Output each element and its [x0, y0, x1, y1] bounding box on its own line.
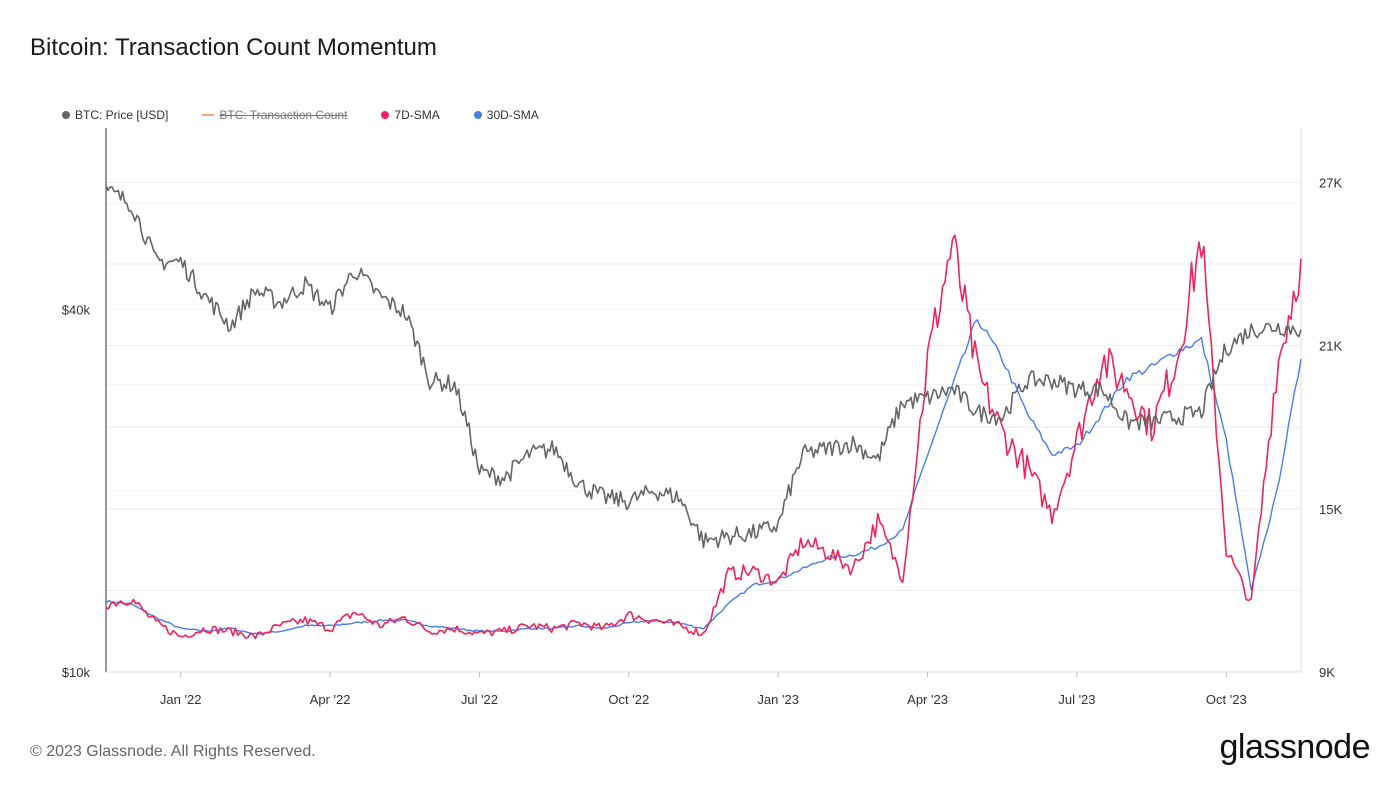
x-tick-label: Apr '23 — [907, 692, 948, 707]
series-line-30d-sma — [105, 319, 1302, 635]
legend-label-7d-sma: 7D-SMA — [394, 108, 440, 122]
y-left-tick-label: $40k — [62, 302, 91, 317]
y-left-tick-label: $10k — [62, 665, 91, 680]
y-right-tick-label: 27K — [1319, 175, 1342, 190]
copyright-footer: © 2023 Glassnode. All Rights Reserved. — [30, 743, 316, 760]
x-tick-label: Jul '23 — [1058, 692, 1095, 707]
y-right-tick-label: 15K — [1319, 502, 1342, 517]
chart-legend: BTC: Price [USD] BTC: Transaction Count … — [62, 108, 539, 122]
legend-label-price: BTC: Price [USD] — [75, 108, 169, 122]
axes — [105, 128, 1302, 677]
x-tick-label: Oct '23 — [1206, 692, 1247, 707]
x-tick-label: Apr '22 — [310, 692, 351, 707]
legend-item-7d-sma[interactable]: 7D-SMA — [381, 108, 440, 122]
legend-item-30d-sma[interactable]: 30D-SMA — [473, 108, 539, 122]
y-right-tick-label: 21K — [1319, 339, 1342, 354]
legend-marker-price — [62, 111, 70, 119]
legend-label-30d-sma: 30D-SMA — [486, 108, 539, 122]
legend-marker-transaction-count — [202, 114, 215, 116]
x-tick-label: Jan '23 — [757, 692, 799, 707]
series-line-7d-sma — [105, 234, 1302, 640]
x-tick-label: Jul '22 — [461, 692, 498, 707]
series-line-btc-price-usd- — [105, 185, 1302, 549]
tick-labels: Jan '22 Apr '22 Jul '22 Oct '22 Jan '23 Apr '… — [62, 175, 1343, 707]
legend-label-transaction-count: BTC: Transaction Count — [219, 108, 348, 122]
glassnode-logo: glassnode — [1219, 728, 1370, 766]
series-lines — [105, 185, 1302, 640]
x-tick-label: Oct '22 — [608, 692, 649, 707]
chart-title: Bitcoin: Transaction Count Momentum — [30, 34, 437, 61]
y-right-tick-label: 9K — [1319, 665, 1335, 680]
x-tick-label: Jan '22 — [160, 692, 202, 707]
grid-lines — [106, 181, 1301, 673]
legend-marker-30d-sma — [473, 111, 482, 119]
legend-item-transaction-count[interactable]: BTC: Transaction Count — [202, 108, 347, 122]
legend-item-price[interactable]: BTC: Price [USD] — [62, 108, 168, 122]
legend-marker-7d-sma — [381, 111, 390, 119]
